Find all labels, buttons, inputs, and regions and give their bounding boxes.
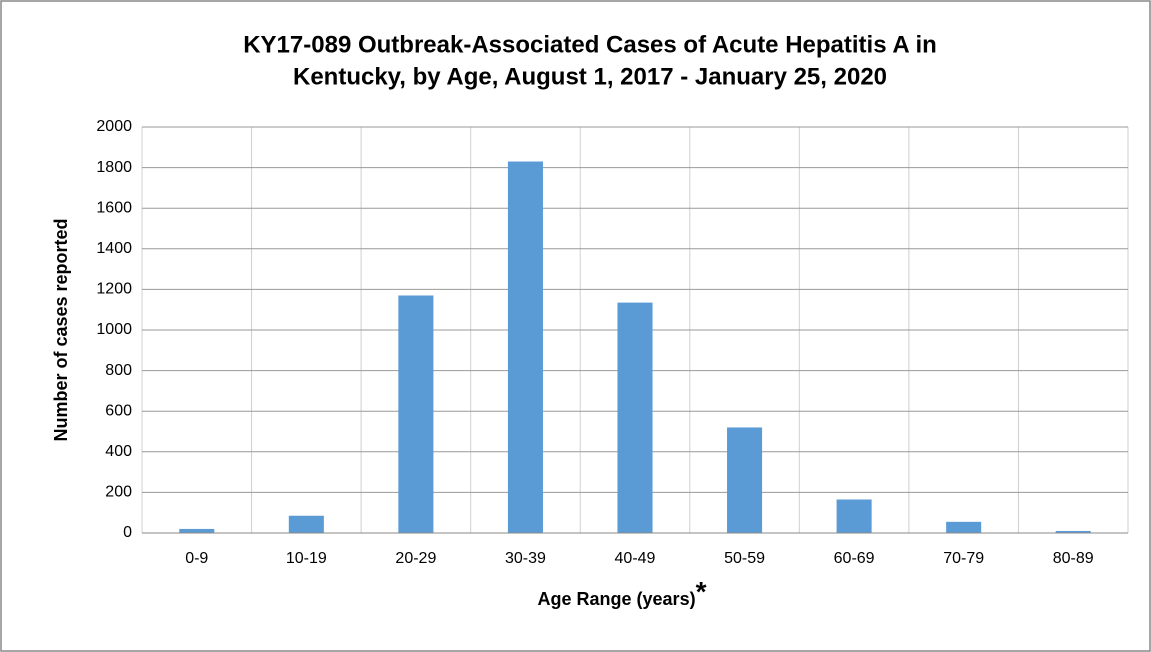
y-tick-label: 1600 <box>96 199 132 216</box>
x-tick-label: 0-9 <box>185 550 208 567</box>
x-tick-label: 50-59 <box>724 550 765 567</box>
x-axis-title: Age Range (years)* <box>538 576 707 608</box>
x-tick-label: 60-69 <box>834 550 875 567</box>
bar <box>288 515 324 533</box>
bar <box>398 295 434 533</box>
y-tick-label: 1200 <box>96 281 132 298</box>
x-tick-label: 70-79 <box>943 550 984 567</box>
bar <box>617 302 653 533</box>
y-tick-label: 400 <box>105 443 132 460</box>
y-tick-label: 800 <box>105 362 132 379</box>
bar <box>179 528 215 533</box>
bar <box>836 499 872 533</box>
x-axis-title-mark: * <box>696 576 707 607</box>
y-tick-label: 1000 <box>96 321 132 338</box>
x-tick-label: 10-19 <box>286 550 327 567</box>
chart-title: KY17-089 Outbreak-Associated Cases of Ac… <box>243 31 937 58</box>
y-tick-label: 600 <box>105 402 132 419</box>
chart-title: Kentucky, by Age, August 1, 2017 - Janua… <box>293 63 887 90</box>
x-tick-label: 80-89 <box>1053 550 1094 567</box>
y-tick-label: 1400 <box>96 240 132 257</box>
x-tick-label: 40-49 <box>615 550 656 567</box>
y-tick-label: 1800 <box>96 159 132 176</box>
y-tick-label: 2000 <box>96 118 132 135</box>
y-axis-title: Number of cases reported <box>51 218 71 441</box>
x-tick-label: 30-39 <box>505 550 546 567</box>
x-tick-label: 20-29 <box>395 550 436 567</box>
bar <box>946 521 982 533</box>
x-axis-title-text: Age Range (years) <box>538 589 696 609</box>
bar <box>507 161 543 533</box>
bar <box>1055 530 1091 533</box>
bar <box>727 427 763 533</box>
y-tick-label: 200 <box>105 484 132 501</box>
y-tick-label: 0 <box>123 524 132 541</box>
